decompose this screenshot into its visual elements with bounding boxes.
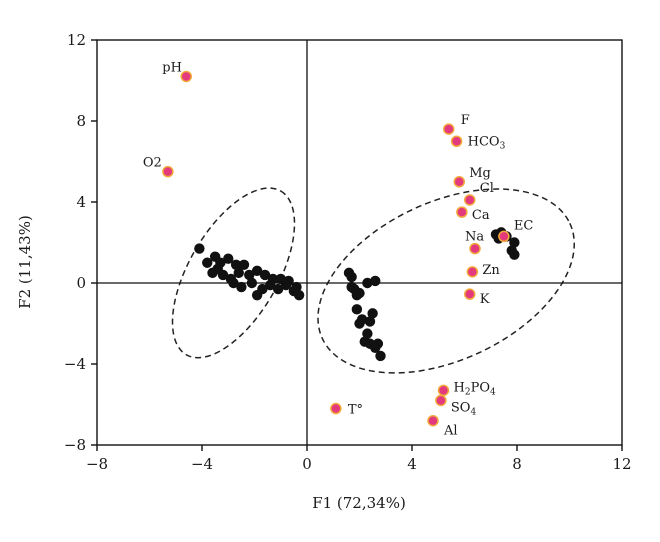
observation-point [375, 350, 386, 362]
axes: −8 −4 0 4 8 12 12 8 4 0 −4 −8 [64, 31, 632, 473]
observation-point [346, 281, 357, 293]
variable-point [443, 123, 455, 135]
observation-point [367, 308, 378, 319]
variable-label-text: PO [471, 380, 490, 395]
observation-point [194, 243, 205, 254]
variable-point [469, 242, 481, 255]
variable-label: O2 [143, 156, 162, 171]
variable-label-text: Ca [472, 208, 490, 223]
variable-point [498, 230, 510, 243]
observation-point [354, 287, 365, 299]
plot-frame [96, 39, 623, 446]
y-tick-label: 4 [76, 193, 86, 211]
variable-label: Mg [469, 166, 491, 181]
variable-label-text: HCO [468, 134, 500, 149]
variable-label-text: Na [465, 230, 484, 245]
observation-point [509, 237, 520, 248]
y-tick-label: 0 [76, 274, 86, 292]
variable-label-text: O2 [143, 156, 162, 171]
variable-label: T° [348, 403, 363, 418]
observation-point [272, 283, 284, 295]
variable-label-text: Cl [480, 181, 494, 196]
variable-label: K [480, 292, 490, 307]
variable-label-subscript: 2 [465, 387, 471, 397]
y-tick-label: 8 [76, 112, 86, 130]
observation-point [293, 289, 305, 301]
variable-label-text: EC [514, 218, 533, 233]
variable-point [453, 176, 465, 188]
variable-label-text: K [480, 292, 490, 307]
variable-label: Al [443, 424, 458, 439]
variable-label: Na [465, 230, 484, 245]
variable-point [464, 194, 476, 206]
variable-label-text: T° [348, 403, 363, 418]
observation-point [251, 289, 263, 301]
x-axis-title: F1 (72,34%) [312, 494, 406, 512]
x-tick-label: −4 [191, 455, 213, 473]
variable-label-text: F [461, 113, 470, 128]
variable-point [437, 384, 450, 397]
x-tick-label: 12 [612, 455, 631, 473]
variable-point [466, 266, 479, 278]
observation-point [364, 316, 376, 327]
variable-label: pH [162, 60, 182, 75]
y-axis-title: F2 (11,43%) [16, 215, 34, 309]
y-tick-label: 12 [67, 31, 86, 49]
variable-point [427, 414, 439, 427]
observation-point [346, 271, 357, 283]
variable-label: Ca [472, 208, 490, 223]
variable-point [450, 135, 463, 147]
observation-point [509, 249, 520, 260]
x-tick-label: 4 [407, 455, 417, 473]
variable-label: HCO3 [468, 134, 506, 151]
variable-label-subscript: 4 [490, 387, 496, 397]
variable-label-text: SO [451, 400, 471, 415]
observation-point [202, 257, 213, 268]
variable-label-text: Zn [482, 263, 500, 278]
zero-lines [97, 40, 622, 445]
cluster-ellipses [171, 187, 576, 374]
observation-point [223, 253, 234, 264]
variable-point [180, 70, 192, 83]
observation-point [236, 281, 247, 293]
variable-label: SO4 [451, 400, 477, 417]
x-tick-label: 0 [302, 455, 312, 473]
observation-point [259, 269, 271, 281]
variable-label-text: pH [162, 60, 182, 75]
observation-point [370, 342, 381, 353]
observation-point [238, 259, 250, 270]
y-tick-label: −4 [64, 355, 86, 373]
observation-point [370, 275, 381, 287]
variable-point [330, 402, 342, 415]
observation-point [362, 328, 373, 339]
variable-point [456, 206, 468, 218]
variable-label-subscript: 4 [470, 407, 476, 417]
variable-label: F [461, 113, 470, 128]
x-tick-label: −8 [86, 455, 108, 473]
variable-point [435, 394, 447, 407]
observation-point [230, 259, 242, 270]
cluster-ellipse [317, 188, 576, 374]
variable-point [464, 288, 476, 300]
x-tick-label: 8 [512, 455, 522, 473]
variable-label: Cl [480, 181, 494, 196]
variable-point [162, 165, 174, 178]
observation-point [244, 269, 255, 281]
variable-label-subscript: 3 [500, 141, 506, 151]
variable-label: EC [514, 218, 533, 233]
variable-label-text: H [454, 380, 465, 395]
observation-point [212, 263, 223, 275]
observation-point [354, 318, 365, 329]
variable-label-text: Al [443, 424, 458, 439]
variable-label-text: Mg [469, 166, 491, 181]
observation-point [233, 267, 244, 279]
cluster-ellipse [171, 187, 296, 359]
variable-label: H2PO4 [454, 380, 496, 397]
variable-label: Zn [482, 263, 500, 278]
observation-point [251, 265, 263, 277]
y-tick-label: −8 [64, 436, 86, 454]
observation-point [351, 304, 363, 315]
